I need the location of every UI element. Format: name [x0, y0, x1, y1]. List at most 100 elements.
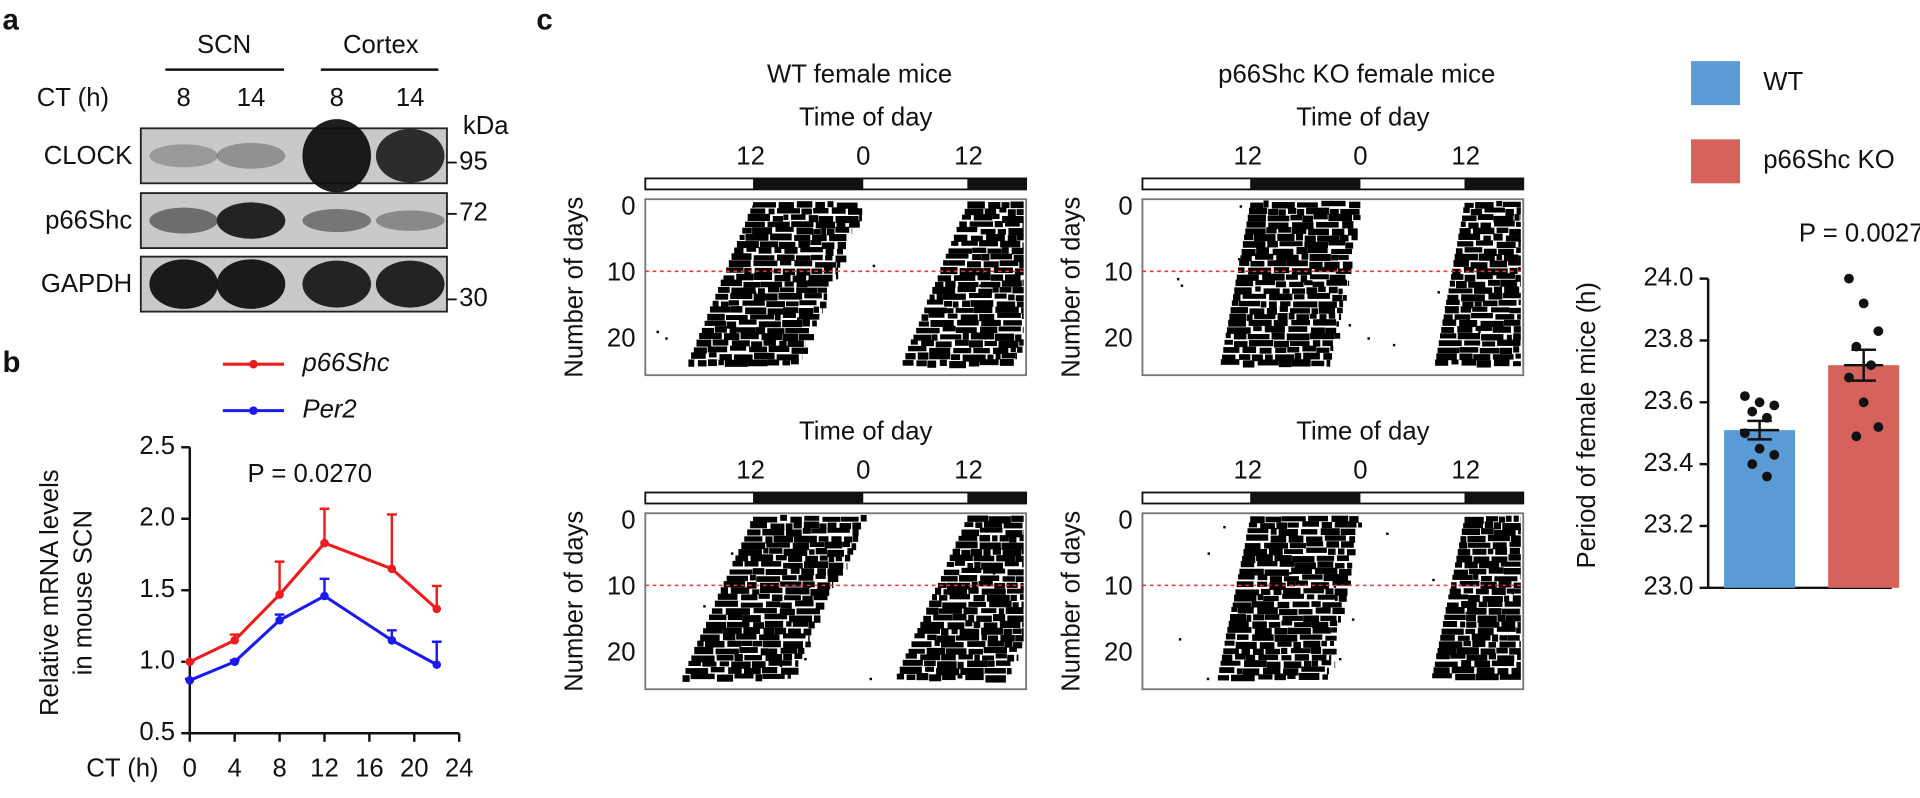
- activity-block: [1325, 327, 1337, 334]
- activity-block: [973, 306, 993, 314]
- activity-block: [752, 568, 765, 575]
- activity-block: [960, 314, 978, 321]
- activity-block: [1461, 528, 1480, 536]
- activity-block: [946, 582, 971, 590]
- activity-block: [1290, 214, 1303, 221]
- activity-block: [1329, 274, 1346, 281]
- activity-block: [778, 241, 796, 249]
- protein-label: p66Shc: [45, 207, 132, 235]
- activity-dot: [1351, 618, 1355, 621]
- activity-block: [987, 640, 1005, 647]
- activity-block: [766, 301, 785, 308]
- activity-block: [818, 536, 829, 542]
- blot-band: [302, 119, 372, 193]
- activity-block: [794, 260, 813, 267]
- activity-block: [1246, 614, 1252, 622]
- activity-block: [967, 562, 974, 569]
- activity-dot: [986, 350, 990, 353]
- activity-block: [1331, 627, 1337, 633]
- activity-block: [836, 273, 839, 280]
- activity-block: [1440, 634, 1455, 641]
- activity-block: [924, 660, 936, 667]
- activity-dot: [1333, 585, 1337, 588]
- activity-block: [1509, 648, 1521, 655]
- activity-block: [1275, 347, 1287, 354]
- activity-block: [1260, 301, 1267, 308]
- activity-block: [1219, 667, 1235, 674]
- activity-block: [1291, 268, 1312, 275]
- activity-block: [1265, 516, 1282, 523]
- activity-block: [815, 262, 837, 268]
- activity-block: [1503, 254, 1519, 262]
- activity-block: [1287, 207, 1297, 214]
- activity-block: [1279, 306, 1288, 312]
- activity-block: [1497, 668, 1509, 675]
- activity-block: [730, 587, 750, 594]
- activity-block: [1255, 286, 1261, 292]
- day-tick-label: 10: [1104, 573, 1133, 601]
- activity-block: [1464, 516, 1484, 524]
- activity-block: [1441, 327, 1455, 333]
- activity-block: [982, 655, 995, 661]
- activity-block: [717, 593, 738, 600]
- activity-block: [706, 621, 727, 629]
- activity-block: [1470, 262, 1488, 269]
- activity-block: [815, 201, 825, 209]
- activity-block: [761, 333, 783, 341]
- activity-block: [770, 523, 785, 531]
- activity-block: [1316, 347, 1330, 353]
- activity-block: [911, 641, 932, 648]
- activity-block: [1308, 515, 1329, 522]
- activity-block: [1488, 608, 1502, 615]
- activity-block: [726, 321, 737, 329]
- activity-block: [736, 273, 754, 281]
- activity-block: [1491, 307, 1510, 313]
- activity-block: [1337, 307, 1343, 314]
- activity-block: [1437, 347, 1460, 354]
- activity-block: [1321, 200, 1346, 207]
- activity-block: [750, 314, 775, 320]
- activity-block: [941, 628, 949, 636]
- activity-block: [954, 560, 966, 566]
- activity-block: [788, 554, 803, 562]
- activity-block: [1017, 346, 1023, 353]
- activity-block: [1476, 360, 1491, 368]
- activity-block: [760, 648, 769, 656]
- blot-band: [149, 259, 218, 309]
- activity-block: [1315, 567, 1338, 574]
- activity-block: [1459, 542, 1468, 549]
- activity-block: [1460, 306, 1472, 313]
- activity-block: [1499, 635, 1508, 641]
- activity-block: [1266, 227, 1277, 234]
- activity-block: [804, 293, 822, 299]
- activity-block: [1287, 346, 1300, 353]
- lane-label: 8: [330, 84, 344, 112]
- activity-block: [821, 242, 835, 249]
- activity-block: [825, 255, 833, 261]
- activity-block: [808, 635, 810, 643]
- activity-block: [752, 589, 760, 595]
- activity-block: [805, 555, 819, 563]
- activity-block: [1015, 576, 1024, 583]
- activity-block: [980, 228, 996, 235]
- activity-block: [710, 666, 725, 673]
- blot-band: [216, 202, 286, 239]
- activity-block: [970, 332, 995, 340]
- activity-block: [1248, 207, 1268, 215]
- activity-block: [1009, 646, 1017, 652]
- activity-block: [767, 221, 790, 228]
- activity-block: [1247, 334, 1270, 340]
- activity-block: [1331, 228, 1345, 236]
- actogram-title: WT female mice: [767, 61, 952, 89]
- activity-block: [837, 241, 846, 250]
- lane-label: 8: [177, 84, 191, 112]
- activity-block: [758, 288, 765, 294]
- activity-block: [1313, 213, 1328, 220]
- activity-block: [730, 293, 753, 300]
- activity-block: [1269, 582, 1286, 590]
- activity-block: [1274, 555, 1292, 562]
- activity-dot: [730, 552, 734, 555]
- activity-block: [1240, 255, 1252, 262]
- activity-dot: [1392, 343, 1396, 347]
- activity-block: [718, 359, 724, 366]
